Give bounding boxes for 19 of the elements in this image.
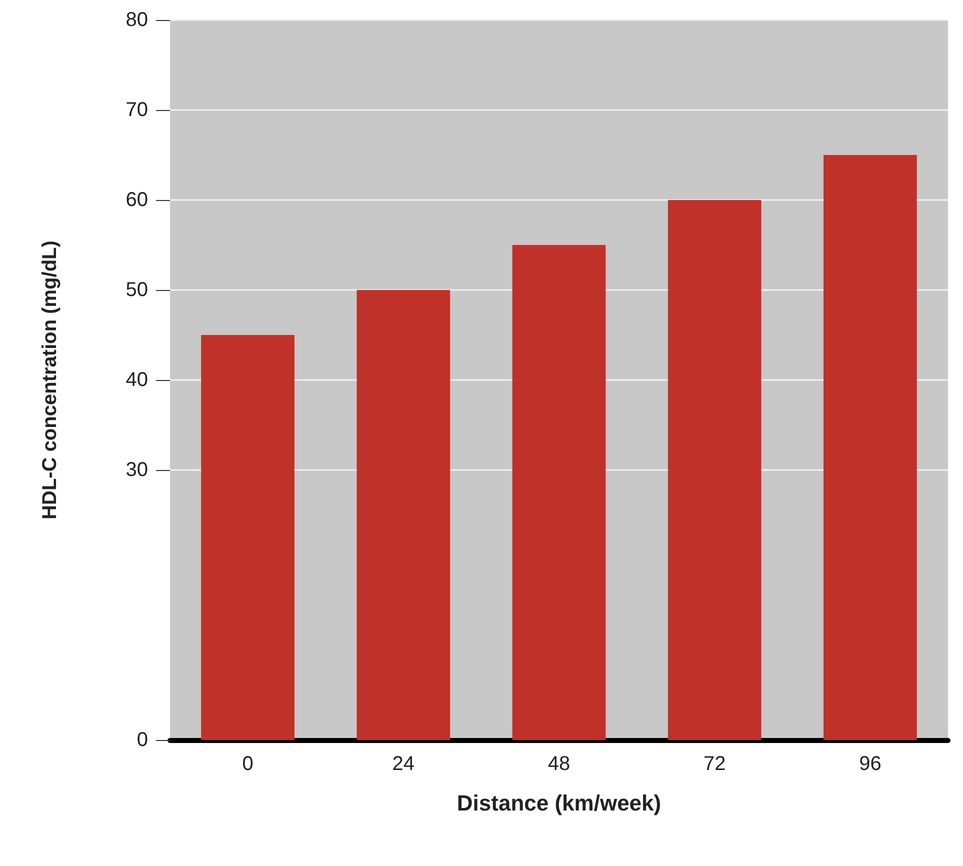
y-axis-title: HDL-C concentration (mg/dL): [39, 240, 61, 520]
y-tick-label: 40: [126, 369, 148, 391]
y-tick-label: 80: [126, 9, 148, 31]
bar: [668, 200, 762, 740]
x-axis-title: Distance (km/week): [456, 790, 662, 816]
x-tick-label: 48: [548, 753, 570, 775]
bar: [356, 290, 450, 740]
bar: [512, 245, 606, 740]
y-tick-label: 50: [126, 279, 148, 301]
x-tick-label: 72: [703, 753, 726, 775]
x-tick-label: 24: [392, 753, 415, 775]
y-tick-label: 0: [136, 729, 148, 751]
x-tick-label: 0: [242, 753, 254, 775]
bar: [201, 335, 294, 740]
y-tick-label: 30: [126, 459, 148, 481]
y-tick-label: 60: [126, 189, 148, 211]
bar: [824, 155, 917, 740]
y-tick-label: 70: [126, 99, 148, 121]
x-tick-label: 96: [859, 753, 882, 775]
